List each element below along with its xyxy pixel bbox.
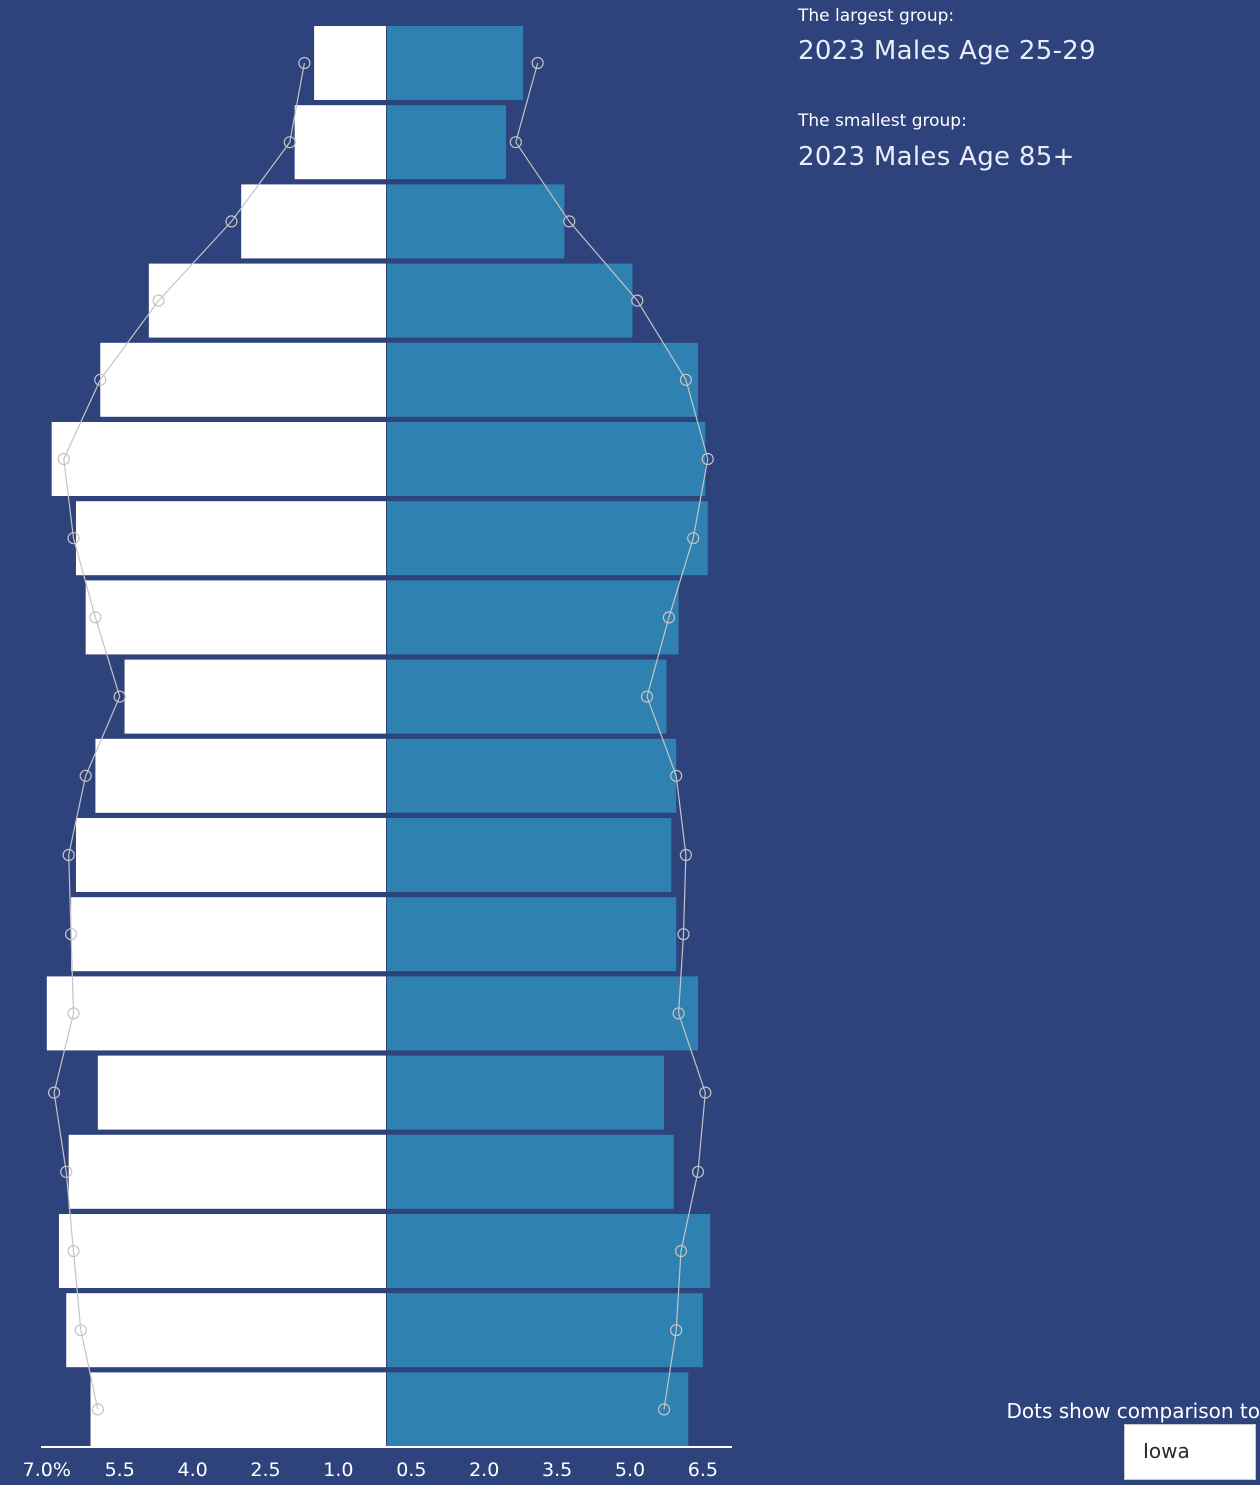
- left-comparison-dot: [79, 769, 92, 782]
- left-comparison-dot: [60, 1165, 73, 1178]
- right-bar: [387, 1293, 703, 1368]
- right-bar: [387, 738, 677, 813]
- right-bar: [387, 1372, 689, 1447]
- left-comparison-dot: [113, 690, 126, 703]
- right-bar: [387, 184, 565, 259]
- x-tick-label: 3.5: [542, 1459, 572, 1481]
- left-bar: [241, 184, 386, 259]
- left-bar: [75, 818, 387, 892]
- right-bar: [387, 105, 507, 180]
- left-comparison-dot: [62, 848, 75, 862]
- left-bar: [100, 342, 386, 417]
- left-bar: [294, 105, 386, 180]
- right-comparison-dot: [670, 769, 683, 782]
- x-tick-label: 5.0: [615, 1459, 645, 1481]
- comparison-select[interactable]: Iowa: [1124, 1424, 1256, 1480]
- left-bar: [97, 1055, 386, 1130]
- left-comparison-dot: [64, 928, 78, 941]
- right-comparison-dot: [672, 1007, 685, 1020]
- x-tick-label: 2.5: [250, 1459, 280, 1481]
- x-tick-label: 5.5: [105, 1459, 135, 1481]
- left-comparison-dot: [225, 215, 238, 228]
- right-comparison-dot: [701, 452, 714, 466]
- right-comparison-dot: [674, 1244, 688, 1258]
- left-comparison-dot: [67, 1007, 80, 1020]
- right-bar: [387, 26, 524, 100]
- x-tick-label: 2.0: [469, 1459, 499, 1481]
- right-comparison-dot: [699, 1086, 712, 1099]
- right-comparison-dot: [687, 532, 700, 545]
- left-bar: [75, 501, 387, 576]
- right-bar: [387, 818, 672, 892]
- left-comparison-dot: [89, 611, 102, 624]
- right-comparison-dot: [563, 215, 576, 228]
- x-tick-label: 0.5: [396, 1459, 426, 1481]
- left-bar: [314, 26, 386, 100]
- right-bar: [387, 659, 667, 734]
- left-bar: [66, 1293, 387, 1368]
- right-comparison-dot: [631, 294, 644, 307]
- right-comparison-dot: [662, 611, 675, 624]
- smallest-group-value: 2023 Males Age 85+: [798, 142, 1075, 172]
- right-comparison-dot: [670, 1324, 683, 1337]
- left-comparison-dot: [74, 1324, 87, 1337]
- left-bar: [68, 1134, 387, 1209]
- comparison-label: Dots show comparison to: [1006, 1399, 1260, 1423]
- left-bar: [51, 422, 386, 496]
- right-comparison-line: [515, 62, 709, 1410]
- left-bar: [90, 1372, 386, 1447]
- right-comparison-dot: [679, 848, 692, 862]
- right-bar: [387, 580, 679, 655]
- right-comparison-dot: [531, 56, 544, 70]
- left-comparison-dot: [67, 1244, 80, 1258]
- largest-group-value: 2023 Males Age 25-29: [798, 36, 1096, 66]
- x-tick-label: 4.0: [177, 1459, 207, 1481]
- left-bar: [124, 659, 386, 734]
- right-bar: [387, 422, 706, 496]
- right-comparison-dot: [657, 1403, 671, 1416]
- left-bar: [71, 897, 386, 972]
- x-tick-label: 7.0%: [23, 1459, 71, 1481]
- population-pyramid-chart: 7.0% 5.5 4.0 2.5 1.0 0.5 2.0 3.5 5.0 6.5: [23, 26, 732, 1481]
- left-bar: [148, 263, 386, 338]
- right-comparison-dot: [691, 1165, 705, 1178]
- right-bar: [387, 342, 699, 417]
- left-comparison-dot: [91, 1403, 104, 1416]
- right-bar: [387, 1055, 665, 1130]
- left-comparison-line: [53, 62, 305, 1410]
- right-bar: [387, 1134, 674, 1209]
- largest-group-label: The largest group:: [798, 6, 955, 26]
- right-comparison-dot: [677, 928, 690, 941]
- left-comparison-dot: [152, 294, 165, 307]
- x-tick-label: 6.5: [688, 1459, 718, 1481]
- right-bar: [387, 263, 633, 338]
- left-comparison-dot: [283, 136, 296, 149]
- left-comparison-dot: [47, 1086, 61, 1099]
- right-bar: [387, 501, 708, 576]
- left-bar: [46, 976, 387, 1051]
- left-comparison-dot: [67, 532, 80, 545]
- right-comparison-dot: [679, 373, 692, 386]
- left-comparison-dot: [94, 373, 107, 386]
- right-bar: [387, 1214, 711, 1288]
- right-comparison-dot: [509, 136, 522, 149]
- left-comparison-dot: [57, 452, 70, 466]
- x-tick-label: 1.0: [323, 1459, 353, 1481]
- right-bar: [387, 976, 699, 1051]
- right-bar: [387, 897, 677, 972]
- left-comparison-dot: [298, 56, 311, 70]
- smallest-group-label: The smallest group:: [798, 111, 967, 131]
- left-bar: [58, 1214, 386, 1288]
- left-bar: [85, 580, 387, 655]
- right-comparison-dot: [640, 690, 654, 703]
- left-bar: [95, 738, 387, 813]
